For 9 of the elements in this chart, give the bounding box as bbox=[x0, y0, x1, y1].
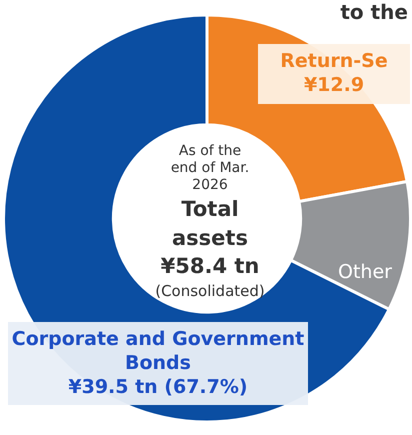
slice-label: Other bbox=[337, 261, 393, 285]
chart-title: to the bbox=[340, 0, 408, 24]
slice-label: Corporate and Government Bonds bbox=[10, 328, 306, 376]
data-label: ¥39.5 tn (67.7%) bbox=[67, 376, 249, 400]
data-label: ¥12.9 bbox=[302, 74, 366, 98]
text: Total assets ¥58.4 tn bbox=[160, 196, 260, 280]
text: (Consolidated) bbox=[154, 282, 266, 300]
text: As of the end of Mar. 2026 bbox=[170, 143, 250, 194]
slice-label: Return-Se bbox=[279, 50, 389, 74]
